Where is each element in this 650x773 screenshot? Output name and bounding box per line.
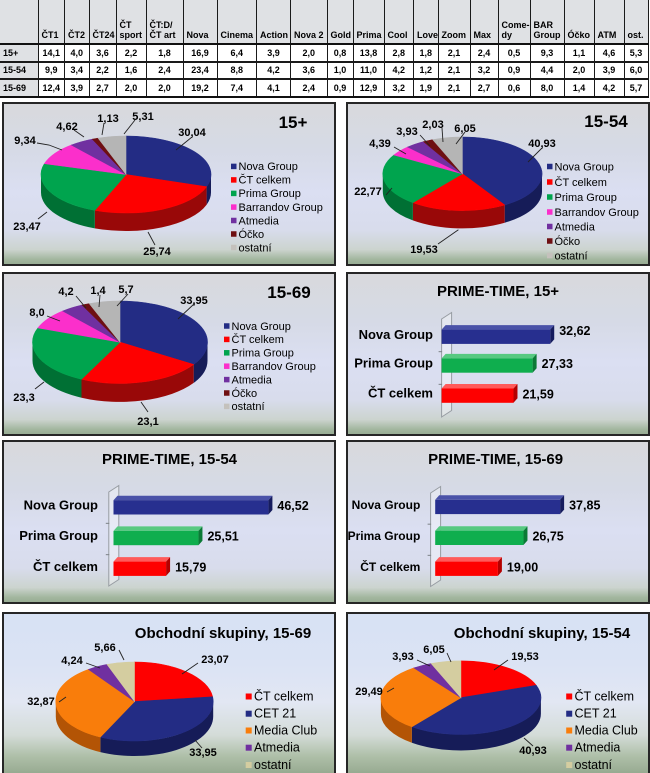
svg-text:ČT celkem: ČT celkem [575, 688, 635, 703]
svg-text:40,93: 40,93 [528, 138, 556, 150]
svg-text:8,0: 8,0 [29, 307, 44, 319]
svg-text:1,4: 1,4 [90, 285, 106, 297]
svg-text:CET 21: CET 21 [575, 707, 617, 721]
svg-text:33,95: 33,95 [189, 747, 217, 759]
svg-text:Obchodní skupiny, 15-54: Obchodní skupiny, 15-54 [454, 625, 631, 642]
svg-text:Atmedia: Atmedia [239, 215, 280, 227]
svg-text:19,53: 19,53 [511, 651, 539, 663]
svg-text:ostatní: ostatní [239, 242, 272, 254]
svg-text:Nova Group: Nova Group [555, 161, 614, 173]
svg-text:Atmedia: Atmedia [555, 221, 596, 233]
svg-text:37,85: 37,85 [569, 499, 600, 513]
svg-text:ostatní: ostatní [232, 401, 265, 413]
svg-text:6,05: 6,05 [423, 644, 444, 656]
svg-text:6,05: 6,05 [454, 123, 475, 135]
svg-text:5,7: 5,7 [118, 284, 133, 296]
svg-text:9,34: 9,34 [14, 135, 36, 147]
svg-text:ostatní: ostatní [254, 758, 292, 772]
svg-text:Óčko: Óčko [239, 228, 265, 241]
svg-text:PRIME-TIME, 15-69: PRIME-TIME, 15-69 [428, 451, 563, 468]
svg-text:Óčko: Óčko [232, 387, 258, 400]
svg-text:PRIME-TIME, 15+: PRIME-TIME, 15+ [437, 283, 559, 300]
svg-text:15-54: 15-54 [584, 112, 628, 131]
svg-text:4,2: 4,2 [58, 286, 73, 298]
svg-text:27,33: 27,33 [542, 357, 573, 371]
svg-text:ČT celkem: ČT celkem [254, 688, 314, 703]
svg-text:Atmedia: Atmedia [254, 741, 300, 755]
svg-text:Nova Group: Nova Group [239, 161, 298, 173]
svg-text:Nova Group: Nova Group [24, 497, 98, 512]
svg-text:Barrandov Group: Barrandov Group [555, 207, 639, 219]
svg-text:4,62: 4,62 [56, 121, 77, 133]
svg-text:23,1: 23,1 [137, 416, 158, 428]
svg-text:23,47: 23,47 [13, 221, 41, 233]
svg-text:Barrandov Group: Barrandov Group [239, 202, 323, 214]
svg-text:25,74: 25,74 [143, 246, 171, 258]
svg-text:Obchodní skupiny, 15-69: Obchodní skupiny, 15-69 [135, 625, 311, 642]
svg-text:32,62: 32,62 [559, 324, 590, 338]
svg-text:ostatní: ostatní [555, 250, 588, 262]
svg-text:ČT celkem: ČT celkem [239, 174, 291, 187]
svg-text:Prima Group: Prima Group [354, 356, 433, 371]
svg-text:1,13: 1,13 [97, 113, 118, 125]
svg-text:23,3: 23,3 [13, 392, 34, 404]
svg-text:Prima Group: Prima Group [232, 348, 294, 360]
svg-text:CET 21: CET 21 [254, 707, 296, 721]
svg-text:Prima Group: Prima Group [19, 528, 98, 543]
svg-text:ostatní: ostatní [575, 758, 613, 772]
svg-text:Prima Group: Prima Group [239, 188, 301, 200]
svg-text:ČT celkem: ČT celkem [555, 176, 607, 189]
svg-text:Prima Group: Prima Group [555, 192, 617, 204]
svg-text:30,04: 30,04 [178, 127, 206, 139]
svg-text:29,49: 29,49 [355, 686, 383, 698]
svg-text:3,93: 3,93 [392, 651, 413, 663]
svg-text:32,87: 32,87 [27, 696, 55, 708]
svg-text:Atmedia: Atmedia [232, 374, 273, 386]
svg-text:22,77: 22,77 [354, 186, 382, 198]
svg-text:ČT celkem: ČT celkem [368, 386, 433, 401]
svg-text:3,93: 3,93 [396, 126, 417, 138]
svg-text:21,59: 21,59 [522, 388, 553, 402]
svg-text:ČT celkem: ČT celkem [232, 333, 284, 346]
svg-text:15-69: 15-69 [267, 283, 310, 302]
svg-text:Prima Group: Prima Group [348, 529, 421, 543]
svg-text:ČT celkem: ČT celkem [33, 559, 98, 574]
svg-text:15+: 15+ [279, 113, 308, 132]
svg-text:Óčko: Óčko [555, 235, 581, 248]
svg-text:19,00: 19,00 [507, 560, 538, 574]
svg-text:Atmedia: Atmedia [575, 741, 621, 755]
svg-text:25,51: 25,51 [207, 530, 238, 544]
svg-text:Nova Group: Nova Group [232, 321, 291, 333]
svg-text:23,07: 23,07 [201, 654, 229, 666]
svg-text:33,95: 33,95 [180, 295, 208, 307]
svg-text:46,52: 46,52 [277, 499, 308, 513]
svg-text:40,93: 40,93 [519, 745, 547, 757]
svg-text:15,79: 15,79 [175, 560, 206, 574]
svg-text:Media Club: Media Club [575, 723, 638, 737]
svg-text:ČT celkem: ČT celkem [360, 559, 420, 574]
svg-text:5,31: 5,31 [132, 111, 153, 123]
svg-text:5,66: 5,66 [94, 642, 115, 654]
svg-text:Nova Group: Nova Group [359, 327, 433, 342]
svg-text:26,75: 26,75 [532, 529, 563, 543]
svg-text:PRIME-TIME, 15-54: PRIME-TIME, 15-54 [102, 451, 238, 468]
svg-text:Media Club: Media Club [254, 723, 317, 737]
svg-text:Barrandov Group: Barrandov Group [232, 361, 316, 373]
svg-text:4,24: 4,24 [61, 655, 83, 667]
svg-text:4,39: 4,39 [369, 138, 390, 150]
svg-text:19,53: 19,53 [410, 244, 438, 256]
svg-text:2,03: 2,03 [422, 119, 443, 131]
svg-text:Nova Group: Nova Group [352, 498, 421, 512]
